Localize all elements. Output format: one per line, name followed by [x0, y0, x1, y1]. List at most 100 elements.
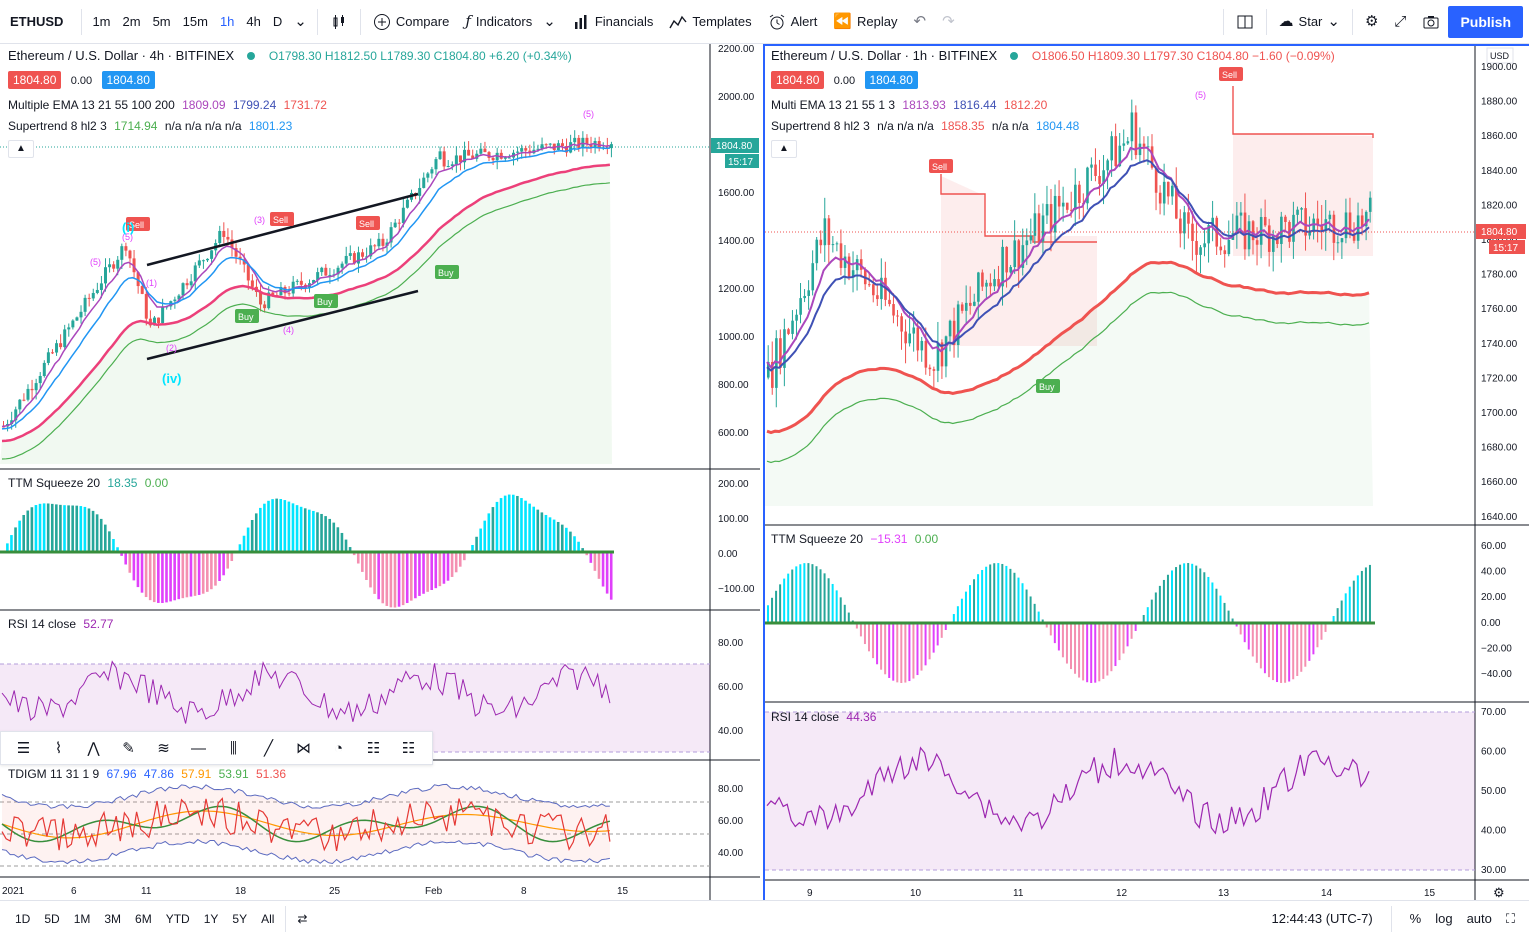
percent-toggle[interactable]: % [1409, 911, 1422, 926]
squeeze-bar [1106, 623, 1109, 676]
price-tick: 1720.00 [1481, 373, 1518, 384]
range-6m[interactable]: 6M [135, 911, 152, 926]
left-chart-title[interactable]: Ethereum / U.S. Dollar · 4h · BITFINEX [8, 48, 235, 63]
draw-tool-wave[interactable]: ⌇ [42, 733, 75, 763]
draw-tool-lines[interactable]: ☰ [7, 733, 40, 763]
draw-tool-sliders[interactable]: ☷ [357, 733, 390, 763]
timeframe-15m[interactable]: 15m [182, 14, 208, 29]
draw-tool-hline[interactable]: — [182, 733, 215, 763]
squeeze-bar [1332, 615, 1335, 623]
right-ema-legend[interactable]: Multi EMA 13 21 55 1 3 1813.93 1816.44 1… [771, 98, 1047, 112]
range-3m[interactable]: 3M [104, 911, 122, 926]
left-tdi-legend[interactable]: TDIGM 11 31 1 9 67.96 47.86 57.91 53.91 … [8, 767, 286, 781]
left-supertrend-legend[interactable]: Supertrend 8 hl2 3 1714.94 n/a n/a n/a n… [8, 119, 292, 133]
snapshot-button[interactable] [1414, 0, 1448, 44]
left-chart[interactable]: 2200.002000.001800.001600.001400.001200.… [0, 44, 760, 900]
timeframe-dropdown[interactable]: ⌄ [288, 14, 313, 29]
timeframe-d[interactable]: D [272, 14, 283, 29]
squeeze-bar [1110, 623, 1113, 672]
symbol-search[interactable]: ETHUSD [10, 14, 64, 29]
squeeze-bar [108, 531, 111, 552]
buy-price-button[interactable]: 1804.80 [864, 71, 918, 89]
channel-top-line [146, 192, 419, 267]
range-1d[interactable]: 1D [15, 911, 31, 926]
squeeze-bar [1049, 623, 1052, 636]
indicators-button[interactable]: ƒ Indicators ⌄ [457, 0, 564, 44]
squeeze-bar [50, 503, 54, 552]
undo-button[interactable]: ↶ [906, 0, 935, 44]
fullscreen-button[interactable]: ⤢ [1386, 0, 1414, 44]
draw-tool-bars[interactable]: ⫼ [217, 733, 250, 763]
publish-button[interactable]: Publish [1448, 5, 1523, 38]
squeeze-label: TTM Squeeze 20 [771, 532, 864, 546]
left-rsi-legend[interactable]: RSI 14 close 52.77 [8, 617, 113, 631]
alert-button[interactable]: Alert [760, 0, 826, 44]
timeframe-4h[interactable]: 4h [246, 14, 261, 29]
range-1y[interactable]: 1Y [203, 911, 219, 926]
buy-price-button[interactable]: 1804.80 [101, 71, 155, 89]
layout-button[interactable] [1228, 0, 1262, 44]
candle-body [197, 260, 201, 266]
right-squeeze-legend[interactable]: TTM Squeeze 20 −15.31 0.00 [771, 532, 938, 546]
fullscreen-icon[interactable]: ⛶ [1505, 910, 1515, 926]
currency-box [1486, 47, 1514, 64]
draw-tool-fib[interactable]: ≋ [147, 733, 180, 763]
tdi-signal-line [1, 805, 611, 843]
candle-body [1013, 240, 1017, 268]
candle-body [540, 144, 544, 149]
right-supertrend-legend[interactable]: Supertrend 8 hl2 3 n/a n/a n/a 1858.35 n… [771, 119, 1079, 133]
goto-date-button[interactable]: ⇄ [290, 912, 314, 926]
squeeze-bar [26, 510, 30, 552]
replay-button[interactable]: ⏪ Replay [825, 0, 905, 44]
collapse-legend-button[interactable]: ▲ [771, 140, 797, 158]
candle-body [1179, 218, 1182, 234]
financials-button[interactable]: Financials [564, 0, 662, 44]
tdi-price-line [1, 797, 611, 852]
sell-price-button[interactable]: 1804.80 [771, 71, 825, 89]
bar-style-button[interactable] [322, 0, 356, 44]
squeeze-bar [316, 512, 319, 552]
star-button[interactable]: ☁ Star ⌄ [1271, 0, 1348, 44]
squeeze-bar [463, 552, 466, 561]
candle-body [1243, 212, 1247, 250]
range-1m[interactable]: 1M [73, 911, 91, 926]
left-squeeze-legend[interactable]: TTM Squeeze 20 18.35 0.00 [8, 476, 168, 490]
range-5d[interactable]: 5D [44, 911, 60, 926]
left-ema-legend[interactable]: Multiple EMA 13 21 55 100 200 1809.09 17… [8, 98, 327, 112]
range-5y[interactable]: 5Y [232, 911, 248, 926]
timeframe-2m[interactable]: 2m [122, 14, 141, 29]
squeeze-bar [1021, 583, 1024, 623]
auto-toggle[interactable]: auto [1466, 911, 1492, 926]
templates-button[interactable]: Templates [661, 0, 759, 44]
range-ytd[interactable]: YTD [165, 911, 190, 926]
draw-tool-settings[interactable]: ☷ [392, 733, 425, 763]
log-toggle[interactable]: log [1435, 911, 1453, 926]
draw-tool-brush[interactable]: ✎ [112, 733, 145, 763]
compare-button[interactable]: Compare [365, 0, 457, 44]
clock-timezone[interactable]: 12:44:43 (UTC-7) [1271, 911, 1373, 926]
draw-tool-trendline[interactable]: ╱ [252, 733, 285, 763]
timeframe-1m[interactable]: 1m [92, 14, 111, 29]
redo-button[interactable]: ↷ [934, 0, 963, 44]
settings-button[interactable]: ⚙ [1357, 0, 1386, 44]
candle-body [1320, 224, 1324, 231]
draw-tool-abc[interactable]: ⋀ [77, 733, 110, 763]
range-all[interactable]: All [261, 911, 275, 926]
right-rsi-legend[interactable]: RSI 14 close 44.36 [771, 710, 876, 724]
sell-price-button[interactable]: 1804.80 [8, 71, 62, 89]
collapse-legend-button[interactable]: ▲ [8, 140, 34, 158]
draw-tool-xabcd[interactable]: ⋈ [287, 733, 320, 763]
candle-body [1223, 250, 1227, 255]
timeframe-1h[interactable]: 1h [219, 14, 235, 29]
right-chart-title[interactable]: Ethereum / U.S. Dollar · 1h · BITFINEX [771, 48, 998, 63]
squeeze-bar [775, 590, 778, 623]
draw-tool-gann[interactable]: ◔ [322, 733, 355, 763]
squeeze-bar [352, 552, 356, 556]
candle-body [807, 290, 810, 296]
timeframe-5m[interactable]: 5m [152, 14, 171, 29]
candle-body [193, 265, 197, 282]
squeeze-bar [1146, 607, 1149, 623]
candle-body [1005, 246, 1008, 273]
